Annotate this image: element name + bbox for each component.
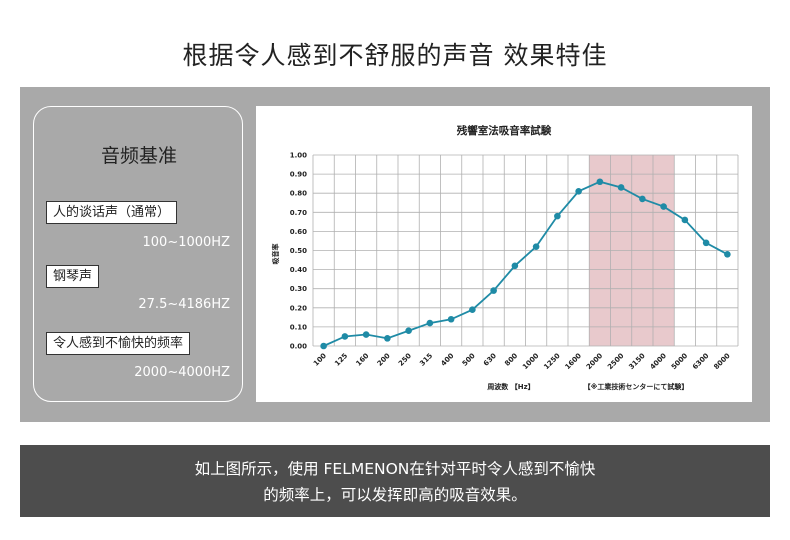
y-tick-label: 1.00 bbox=[290, 152, 307, 160]
x-tick-label: 160 bbox=[355, 352, 371, 368]
x-tick-label: 315 bbox=[418, 352, 434, 368]
x-tick-label: 1000 bbox=[521, 352, 541, 372]
freq-range-unpleasant: 2000~4000HZ bbox=[134, 365, 230, 380]
freq-range-piano: 27.5~4186HZ bbox=[138, 297, 230, 312]
x-tick-label: 2000 bbox=[585, 352, 605, 372]
chart-svg: 残響室法吸音率試験 0.00 0.10 0.20 0.30 0.40 0.50 0.60 0.… bbox=[271, 124, 739, 391]
data-point bbox=[617, 184, 625, 191]
data-point bbox=[320, 342, 327, 350]
y-tick-label: 0.90 bbox=[290, 171, 307, 179]
data-point bbox=[384, 335, 391, 342]
page-title: 根据令人感到不舒服的声音 效果特佳 bbox=[182, 41, 608, 70]
footer-bar: 如上图所示，使用 FELMENON在针对平时令人感到不愉快 的频率上，可以发挥即… bbox=[20, 445, 770, 517]
y-tick-label: 0.60 bbox=[290, 228, 307, 236]
x-tick-label: 100 bbox=[312, 352, 328, 368]
x-tick-label: 2500 bbox=[606, 352, 626, 372]
y-tick-label: 0.00 bbox=[290, 343, 307, 351]
data-point bbox=[362, 331, 370, 338]
y-tick-label: 0.20 bbox=[290, 304, 307, 312]
data-point bbox=[511, 262, 519, 270]
x-tick-label: 1600 bbox=[564, 352, 584, 372]
absorption-chart: 残響室法吸音率試験 0.00 0.10 0.20 0.30 0.40 0.50 0.60 0.… bbox=[256, 106, 752, 402]
data-point bbox=[575, 187, 582, 195]
x-tick-label: 400 bbox=[440, 352, 456, 368]
y-tick-label: 0.30 bbox=[290, 285, 307, 293]
footer-line-2: 的频率上，可以发挥即高的吸音效果。 bbox=[263, 486, 527, 504]
y-tick-label: 0.80 bbox=[290, 190, 307, 198]
x-tick-label: 4000 bbox=[649, 352, 669, 372]
y-tick-label: 0.70 bbox=[290, 209, 307, 217]
data-point bbox=[554, 212, 561, 220]
x-tick-label: 125 bbox=[333, 352, 349, 368]
data-point bbox=[341, 333, 349, 340]
x-tick-label: 5000 bbox=[670, 352, 690, 372]
data-point bbox=[405, 327, 412, 335]
x-tick-label: 1250 bbox=[542, 352, 562, 372]
data-point bbox=[639, 195, 646, 203]
x-axis-label: 周波数 【Hz】 bbox=[487, 382, 534, 391]
chart-title: 残響室法吸音率試験 bbox=[457, 124, 552, 137]
y-tick-label: 0.40 bbox=[290, 266, 307, 274]
freq-label-speech: 人的谈话声（通常） bbox=[46, 201, 178, 224]
x-tick-label: 250 bbox=[397, 352, 413, 368]
series-line bbox=[323, 180, 728, 347]
x-tick-label: 3150 bbox=[627, 352, 647, 372]
data-point bbox=[532, 243, 540, 250]
data-point bbox=[469, 306, 476, 314]
x-tick-label: 500 bbox=[461, 352, 477, 368]
data-point bbox=[660, 203, 667, 210]
freq-label-unpleasant: 令人感到不愉快的频率 bbox=[46, 332, 191, 355]
y-axis-label: 吸音率 bbox=[271, 244, 280, 265]
data-point bbox=[724, 251, 731, 258]
freq-label-piano: 钢琴声 bbox=[46, 265, 100, 288]
x-tick-label: 6300 bbox=[691, 352, 711, 372]
data-point bbox=[490, 287, 497, 294]
freq-range-speech: 100~1000HZ bbox=[142, 235, 230, 250]
chart-note: 【※工業技術センターにて試験】 bbox=[584, 382, 689, 391]
data-point bbox=[702, 239, 710, 247]
data-point bbox=[426, 319, 434, 327]
data-point bbox=[681, 216, 689, 224]
panel-title: 音频基准 bbox=[100, 145, 177, 167]
y-tick-label: 0.10 bbox=[290, 323, 307, 331]
x-tick-label: 630 bbox=[482, 352, 498, 368]
x-tick-label: 200 bbox=[376, 352, 392, 368]
footer-line-1: 如上图所示，使用 FELMENON在针对平时令人感到不愉快 bbox=[194, 460, 596, 478]
data-point bbox=[447, 315, 455, 323]
y-tick-label: 0.50 bbox=[290, 247, 307, 255]
x-tick-label: 800 bbox=[503, 352, 519, 368]
data-point bbox=[596, 178, 604, 186]
x-tick-label: 8000 bbox=[712, 352, 732, 372]
audio-reference-panel: 音频基准 人的谈话声（通常） 100~1000HZ 钢琴声 27.5~4186H… bbox=[33, 106, 243, 402]
